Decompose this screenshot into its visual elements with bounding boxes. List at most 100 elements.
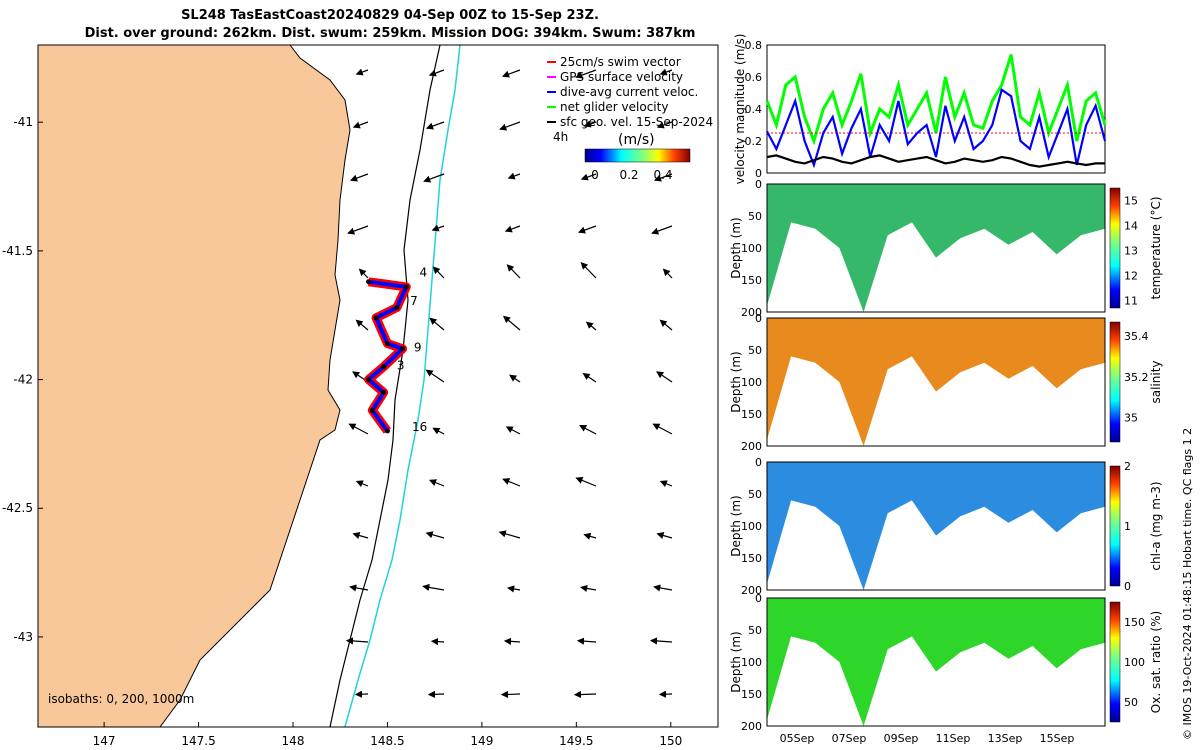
depth-tick: 100 (741, 242, 762, 255)
sfc-velocity-arrow (659, 319, 673, 331)
sfc-velocity-arrow (652, 423, 673, 435)
isobath-1000m (344, 45, 461, 727)
map-ytick-label: -42.5 (2, 501, 33, 515)
velocity-ylabel: velocity magnitude (m/s) (733, 34, 747, 185)
depth-tick: 100 (741, 656, 762, 669)
sfc-velocity-arrow (431, 224, 445, 232)
sfc-velocity-arrow (504, 225, 521, 233)
sfc-velocity-arrow (585, 321, 597, 331)
sfc-velocity-arrow (653, 584, 673, 592)
section-colorbar (1109, 321, 1121, 443)
sfc-velocity-arrow (509, 374, 521, 383)
map-xtick-label: 149 (470, 734, 493, 748)
legend-entry: GPS surface velocity (560, 70, 683, 84)
sfc-velocity-arrow (499, 121, 521, 131)
section-border (766, 183, 1106, 313)
surface-velocity-arrows (345, 68, 673, 699)
depth-tick: 0 (755, 592, 762, 605)
map-xtick-label: 148 (282, 734, 305, 748)
section-colorbar (1109, 601, 1121, 723)
section-colorbar (1109, 465, 1121, 587)
depth-tick: 0 (755, 456, 762, 469)
legend-entry: dive-avg current veloc. (560, 85, 698, 99)
track-point (366, 377, 372, 383)
track-point (381, 364, 387, 370)
depth-tick: 50 (748, 624, 762, 637)
sfc-velocity-arrow (428, 479, 445, 487)
sfc-velocity-arrow (577, 225, 597, 234)
velocity-yticks: 0 0.2 0.4 0.6 0.8 (745, 39, 763, 180)
sfc-velocity-arrow (579, 424, 597, 435)
colorbar-tick: 13 (1124, 245, 1138, 258)
time-tick: 13Sep (988, 732, 1023, 745)
section-border (766, 317, 1106, 447)
map-panel: 147 147.5 148 148.5 149 149.5 150 -41-41.5-42-… (2, 44, 719, 748)
colorbar-tick: 12 (1124, 270, 1138, 283)
sfc-velocity-arrow (428, 69, 445, 77)
sfc-velocity-arrow (429, 317, 445, 331)
sfc-velocity-arrow (656, 371, 673, 383)
sfc-velocity-arrow (352, 121, 369, 129)
sfc-velocity-arrow (575, 69, 597, 79)
map-xtick-label: 150 (659, 734, 682, 748)
sfc-velocity-arrow (358, 268, 369, 279)
track-point (373, 315, 379, 321)
sfc-velocity-arrow (582, 372, 597, 383)
legend-time-label: 4h (553, 130, 568, 144)
map-colorbar-tick: 0.2 (619, 168, 638, 182)
sfc-velocity-arrow (651, 225, 673, 235)
sfc-velocity-arrow (345, 637, 369, 645)
sfc-velocity-arrow (573, 690, 597, 699)
colorbar-tick: 100 (1124, 656, 1145, 669)
credit-text-holder: © IMOS 19-Oct-2024 01:48:15 Hobart time.… (1181, 428, 1194, 740)
sfc-velocity-arrow (502, 315, 521, 331)
track-day-label: 3 (397, 358, 405, 372)
colorbar-tick: 50 (1124, 696, 1138, 709)
section-fill (767, 598, 1105, 726)
sfc-velocity-arrow (506, 264, 521, 279)
sfc-velocity-arrow (662, 268, 673, 279)
track-point (384, 341, 390, 347)
sfc-velocity-arrow (432, 266, 445, 279)
sfc-velocity-arrow (423, 173, 445, 183)
map-latitude-ticks: -41 -41.5 -42 -42.5 -43 (2, 115, 43, 644)
sfc-velocity-arrow (355, 319, 369, 331)
section-border (766, 461, 1106, 591)
sfc-velocity-arrow (422, 583, 445, 591)
sfc-velocity-arrow (583, 120, 597, 128)
map-ytick-label: -42 (13, 373, 33, 387)
time-tick: 05Sep (780, 732, 815, 745)
plot-title-line-1: SL248 TasEastCoast20240829 04-Sep 00Z to… (181, 8, 599, 23)
sfc-velocity-arrow (355, 68, 369, 76)
velocity-ytick: 0.6 (745, 71, 763, 84)
depth-tick: 50 (748, 344, 762, 357)
depth-tick: 150 (741, 688, 762, 701)
sfc-velocity-arrow (576, 637, 597, 645)
sfc-velocity-arrow (348, 423, 369, 435)
map-xtick-label: 147 (93, 734, 116, 748)
legend-entry: 25cm/s swim vector (560, 55, 681, 69)
colorbar-tick: 11 (1124, 295, 1138, 308)
colorbar-tick: 14 (1124, 220, 1138, 233)
velocity-ytick: 0.4 (745, 103, 763, 116)
map-xtick-label: 148.5 (370, 734, 404, 748)
map-colorbar-tick: 0.4 (653, 168, 672, 182)
sfc-velocity-arrow (347, 225, 369, 235)
section-colorbar (1109, 187, 1121, 309)
sfc-velocity-arrow (653, 173, 673, 182)
map-colorbar-tick: 0 (591, 168, 599, 182)
isobath-label: isobaths: 0, 200, 1000m (48, 692, 194, 706)
depth-tick: 200 (741, 440, 762, 453)
depth-tick: 0 (755, 312, 762, 325)
depth-tick: 150 (741, 274, 762, 287)
colorbar-tick: 2 (1124, 460, 1131, 473)
plot-title-line-2: Dist. over ground: 262km. Dist. swum: 25… (84, 26, 696, 41)
sfc-velocity-arrow (349, 584, 369, 592)
map-ytick-label: -41 (13, 115, 33, 129)
depth-tick: 50 (748, 210, 762, 223)
depth-tick: 200 (741, 720, 762, 733)
time-tick: 15Sep (1040, 732, 1075, 745)
